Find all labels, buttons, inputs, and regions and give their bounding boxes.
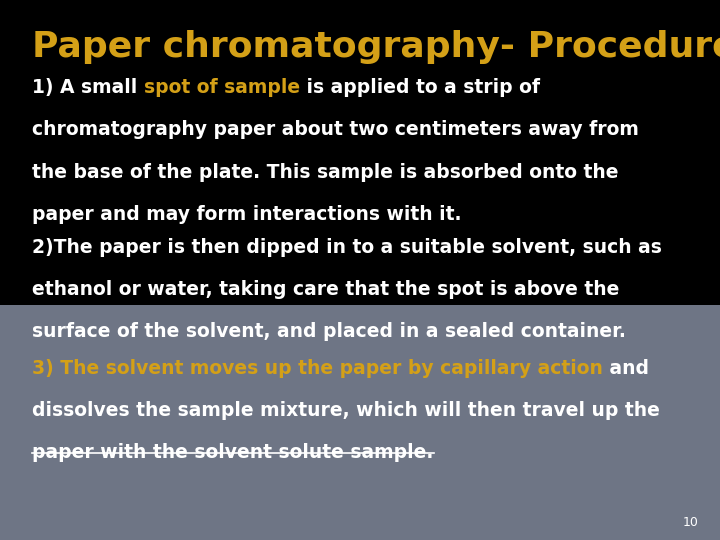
Text: surface of the solvent, and placed in a sealed container.: surface of the solvent, and placed in a … xyxy=(32,322,626,341)
Text: paper with the solvent solute sample.: paper with the solvent solute sample. xyxy=(32,443,433,462)
Text: ethanol or water, taking care that the spot is above the: ethanol or water, taking care that the s… xyxy=(32,280,620,299)
Text: spot of sample: spot of sample xyxy=(144,78,300,97)
Text: is applied to a strip of: is applied to a strip of xyxy=(300,78,540,97)
Text: 10: 10 xyxy=(683,516,698,529)
Text: the base of the plate. This sample is absorbed onto the: the base of the plate. This sample is ab… xyxy=(32,163,619,181)
Text: 1) A small: 1) A small xyxy=(32,78,144,97)
Text: dissolves the sample mixture, which will then travel up the: dissolves the sample mixture, which will… xyxy=(32,401,660,420)
Text: paper and may form interactions with it.: paper and may form interactions with it. xyxy=(32,205,462,224)
Text: 3) The solvent moves up the paper by capillary action: 3) The solvent moves up the paper by cap… xyxy=(32,359,603,378)
Text: and: and xyxy=(603,359,649,378)
Text: chromatography paper about two centimeters away from: chromatography paper about two centimete… xyxy=(32,120,639,139)
Text: 2)The paper is then dipped in to a suitable solvent, such as: 2)The paper is then dipped in to a suita… xyxy=(32,238,662,256)
Bar xyxy=(0,305,720,540)
Text: Paper chromatography- Procedure: Paper chromatography- Procedure xyxy=(32,30,720,64)
